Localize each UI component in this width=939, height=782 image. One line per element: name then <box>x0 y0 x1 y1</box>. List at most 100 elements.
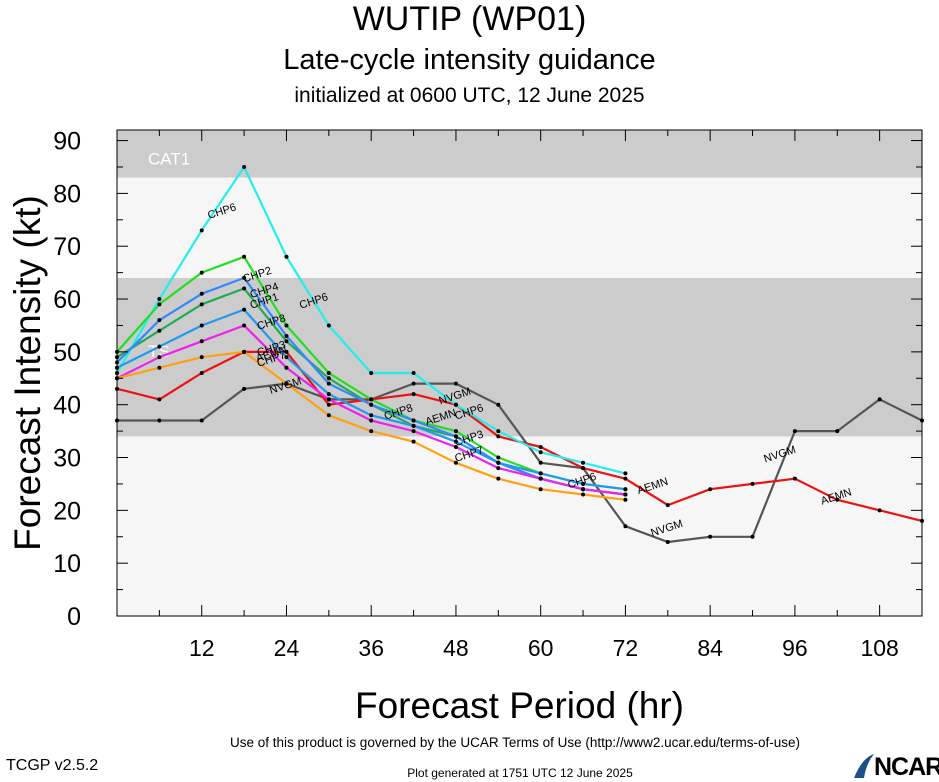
x-tick-label: 108 <box>860 635 898 661</box>
series-point-chp2 <box>369 397 374 402</box>
series-point-chp7 <box>242 349 247 354</box>
series-point-chp4 <box>411 418 416 423</box>
series-point-chp4 <box>242 275 247 280</box>
series-point-chp7 <box>581 492 586 497</box>
series-point-aemn <box>581 466 586 471</box>
initialization-time: initialized at 0600 UTC, 12 June 2025 <box>294 84 645 107</box>
series-point-chp6 <box>284 254 289 259</box>
series-point-chp6 <box>199 228 204 233</box>
series-point-chp3 <box>496 466 501 471</box>
series-point-aemn <box>326 402 331 407</box>
series-point-chp7 <box>496 476 501 481</box>
x-tick-label: 12 <box>189 635 215 661</box>
series-point-chp1 <box>326 376 331 381</box>
series-point-nvgm <box>792 429 797 434</box>
series-point-chp4 <box>326 381 331 386</box>
series-point-aemn <box>835 497 840 502</box>
ncar-logo-icon <box>854 754 874 778</box>
series-point-chp8 <box>411 423 416 428</box>
series-point-aemn <box>708 487 713 492</box>
series-point-chp1 <box>157 328 162 333</box>
x-tick-label: 36 <box>358 635 384 661</box>
series-point-chp8 <box>369 413 374 418</box>
series-points <box>115 164 924 545</box>
series-point-nvgm <box>665 540 670 545</box>
series-point-nvgm <box>157 418 162 423</box>
series-point-chp8 <box>496 460 501 465</box>
series-point-chp7 <box>157 365 162 370</box>
y-tick-label: 70 <box>53 233 81 261</box>
ncar-logo-text: NCAR <box>874 753 939 781</box>
series-point-chp6 <box>453 402 458 407</box>
generated-timestamp: Plot generated at 1751 UTC 12 June 2025 <box>407 766 633 780</box>
series-point-chp6 <box>538 450 543 455</box>
y-tick-label: 50 <box>53 339 81 367</box>
series-point-chp1 <box>284 339 289 344</box>
series-point-chp3 <box>411 429 416 434</box>
y-tick-label: 10 <box>53 550 81 578</box>
series-point-chp4 <box>284 334 289 339</box>
series-point-aemn <box>284 349 289 354</box>
y-tick-label: 0 <box>67 603 81 631</box>
series-point-nvgm <box>199 418 204 423</box>
series-point-chp2 <box>453 429 458 434</box>
series-point-nvgm <box>411 381 416 386</box>
series-point-chp4 <box>157 318 162 323</box>
series-point-aemn <box>792 476 797 481</box>
version-label: TCGP v2.5.2 <box>6 757 99 774</box>
series-point-aemn <box>411 392 416 397</box>
y-tick-label: 90 <box>53 128 81 156</box>
series-point-chp4 <box>453 434 458 439</box>
terms-of-use: Use of this product is governed by the U… <box>230 735 800 750</box>
series-point-chp2 <box>326 371 331 375</box>
series-point-nvgm <box>623 524 628 529</box>
series-point-nvgm <box>453 381 458 386</box>
series-point-chp3 <box>157 355 162 360</box>
y-tick-label: 60 <box>53 286 81 314</box>
series-point-nvgm <box>750 534 755 539</box>
series-point-nvgm <box>835 429 840 434</box>
series-point-nvgm <box>877 397 882 402</box>
series-point-chp6 <box>623 471 628 476</box>
series-point-chp8 <box>157 344 162 349</box>
series-point-chp1 <box>242 286 247 291</box>
plot-frame <box>116 129 923 617</box>
x-tick-label: 96 <box>782 635 808 661</box>
y-axis-label: Forecast Intensity (kt) <box>7 195 48 551</box>
x-axis-label: Forecast Period (hr) <box>355 685 684 726</box>
series-point-chp3 <box>453 444 458 449</box>
series-point-chp3 <box>623 492 628 497</box>
x-axis: 12 24 36 48 60 72 84 96 108 <box>158 130 899 661</box>
series-point-chp6 <box>496 429 501 434</box>
series-point-chp6 <box>157 297 162 302</box>
series-point-chp3 <box>284 365 289 370</box>
series-point-chp8 <box>453 439 458 444</box>
band-cat1 <box>117 177 922 278</box>
series-point-chp6 <box>326 323 331 328</box>
series-point-chp6 <box>242 164 247 169</box>
series-point-aemn <box>157 397 162 402</box>
series-point-nvgm <box>708 534 713 539</box>
series-point-aemn <box>877 508 882 513</box>
x-tick-label: 48 <box>443 635 469 661</box>
series-point-chp4 <box>369 402 374 407</box>
series-point-chp7 <box>326 413 331 418</box>
series-point-chp3 <box>538 476 543 481</box>
series-point-nvgm <box>538 460 543 465</box>
series-point-chp2 <box>157 302 162 307</box>
series-point-chp7 <box>538 487 543 492</box>
series-point-chp4 <box>199 291 204 296</box>
series-point-aemn <box>623 476 628 481</box>
series-point-chp7 <box>369 429 374 434</box>
y-tick-label: 20 <box>53 497 81 525</box>
series-point-chp3 <box>369 418 374 423</box>
series-point-chp8 <box>242 307 247 312</box>
series-point-chp1 <box>199 302 204 307</box>
series-point-chp6 <box>581 460 586 465</box>
band-cat2 <box>117 130 922 178</box>
series-point-chp8 <box>326 392 331 397</box>
series-point-chp2 <box>496 455 501 460</box>
x-tick-label: 72 <box>613 635 639 661</box>
